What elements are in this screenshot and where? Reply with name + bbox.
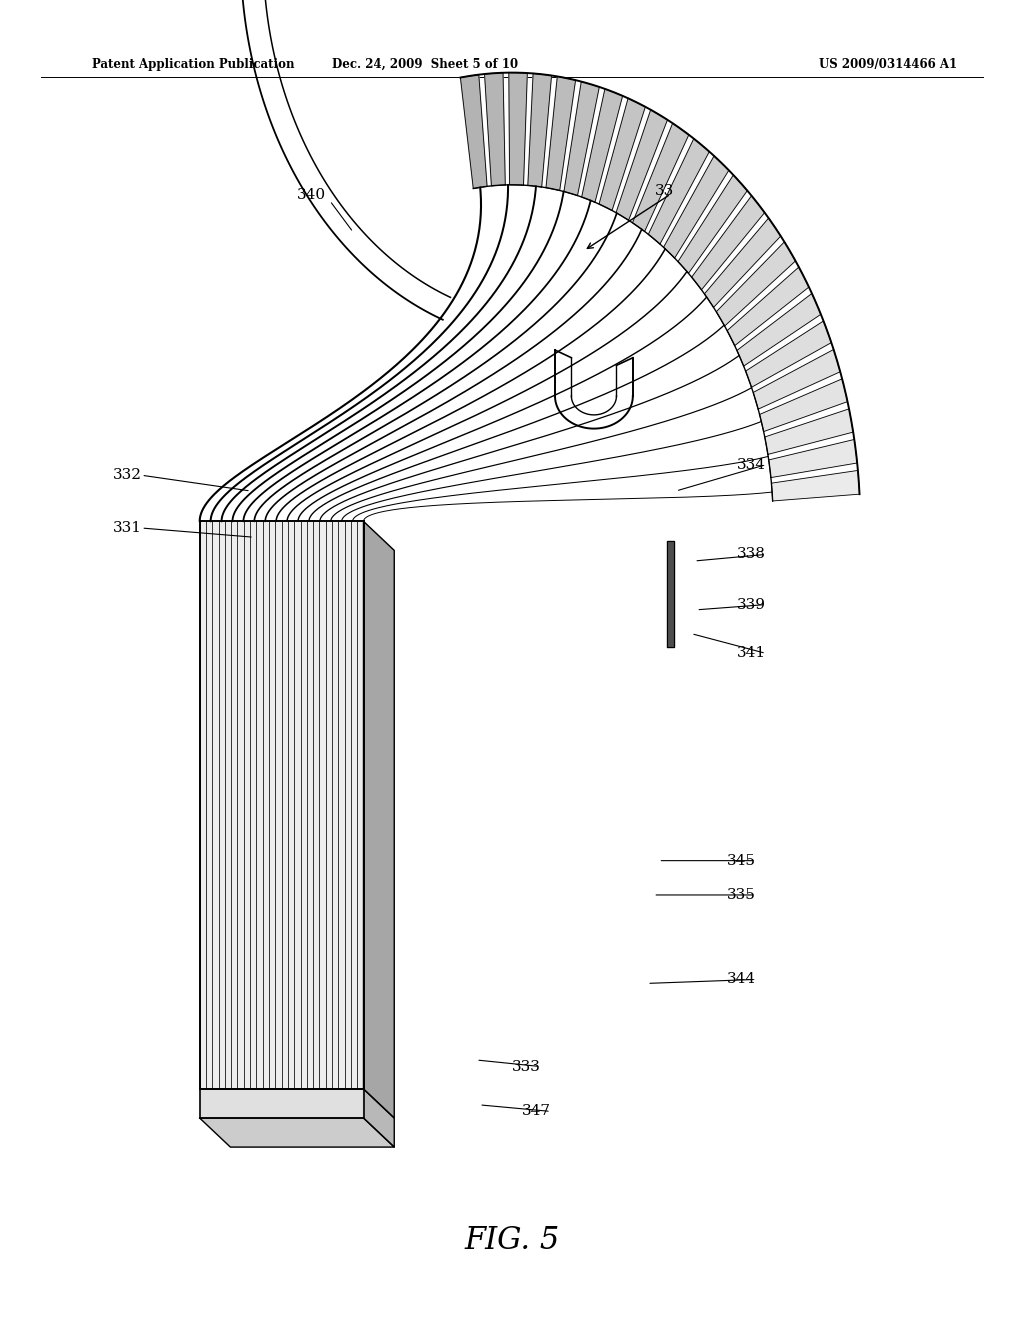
Polygon shape: [648, 139, 710, 244]
Text: 333: 333: [512, 1060, 541, 1073]
Text: Patent Application Publication: Patent Application Publication: [92, 58, 295, 71]
Polygon shape: [760, 379, 848, 432]
Polygon shape: [727, 267, 809, 346]
Polygon shape: [582, 88, 623, 202]
Text: US 2009/0314466 A1: US 2009/0314466 A1: [819, 58, 957, 71]
Polygon shape: [599, 98, 645, 210]
Polygon shape: [771, 470, 859, 502]
Text: 347: 347: [522, 1105, 551, 1118]
Text: 345: 345: [727, 854, 756, 867]
Text: 339: 339: [737, 598, 766, 611]
Polygon shape: [705, 218, 780, 308]
Polygon shape: [737, 293, 821, 366]
Polygon shape: [668, 541, 674, 647]
Text: 334: 334: [737, 458, 766, 471]
Text: 33: 33: [655, 185, 675, 198]
Text: FIG. 5: FIG. 5: [464, 1225, 560, 1257]
Text: 335: 335: [727, 888, 756, 902]
Polygon shape: [509, 73, 527, 185]
Polygon shape: [717, 242, 796, 326]
Polygon shape: [616, 110, 668, 220]
Polygon shape: [754, 350, 841, 409]
Polygon shape: [484, 73, 505, 186]
Polygon shape: [745, 321, 831, 387]
Text: 341: 341: [737, 647, 766, 660]
Polygon shape: [691, 195, 765, 290]
Polygon shape: [678, 176, 748, 273]
Polygon shape: [200, 521, 364, 1089]
Text: 331: 331: [113, 521, 141, 535]
Polygon shape: [200, 1118, 394, 1147]
Polygon shape: [664, 156, 729, 257]
Polygon shape: [769, 440, 857, 478]
Polygon shape: [461, 75, 487, 189]
Polygon shape: [527, 74, 552, 187]
Polygon shape: [364, 1089, 394, 1147]
Text: 338: 338: [737, 548, 766, 561]
Polygon shape: [765, 409, 853, 454]
Polygon shape: [364, 521, 394, 1118]
Text: 332: 332: [113, 469, 141, 482]
Text: 344: 344: [727, 973, 756, 986]
Polygon shape: [633, 123, 689, 231]
Polygon shape: [200, 1089, 364, 1118]
Text: Dec. 24, 2009  Sheet 5 of 10: Dec. 24, 2009 Sheet 5 of 10: [332, 58, 518, 71]
Polygon shape: [564, 82, 599, 195]
Polygon shape: [546, 77, 575, 190]
Text: 340: 340: [297, 189, 326, 202]
